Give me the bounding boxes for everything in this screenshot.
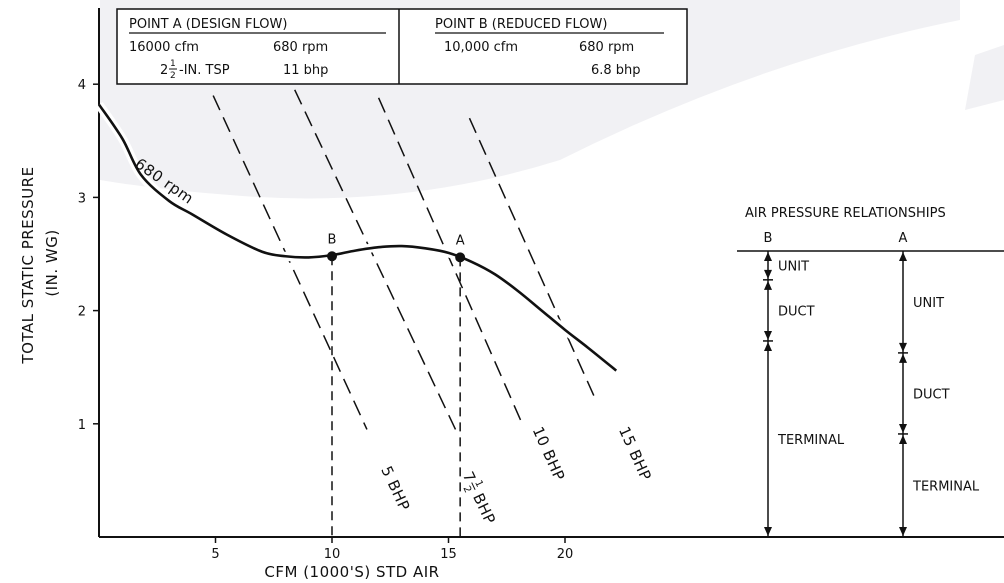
bhp-line [377, 97, 522, 421]
point-b-bhp: 6.8 bhp [591, 63, 641, 78]
arrowhead-up [764, 341, 772, 351]
operating-point-label: A [456, 233, 465, 248]
pressure-column-a: UNIT DUCT TERMINAL [898, 251, 980, 537]
pressure-col-b-label: B [764, 231, 773, 246]
point-a-tsp-unit: -IN. TSP [179, 63, 230, 78]
pressure-title: AIR PRESSURE RELATIONSHIPS [745, 206, 946, 221]
pressure-segment-label: TERMINAL [912, 479, 980, 494]
axes [98, 8, 1004, 538]
operating-point-label: B [328, 232, 337, 247]
bhp-line [294, 89, 457, 430]
point-b-cfm: 10,000 cfm [444, 40, 518, 55]
pressure-segment-label: DUCT [778, 304, 815, 319]
y-axis-subtitle: (IN. WG) [43, 229, 61, 296]
arrowhead-down [899, 527, 907, 536]
arrowhead-up [764, 252, 772, 261]
operating-table: POINT A (DESIGN FLOW) 16000 cfm 680 rpm … [116, 8, 688, 85]
operating-point [455, 252, 466, 263]
pressure-col-a-label: A [899, 231, 908, 246]
arrowhead-up [899, 434, 907, 444]
fan-curve-line [97, 103, 618, 372]
arrowhead-down [899, 423, 907, 433]
bhp-label-num: 1 [472, 479, 485, 489]
y-tick-label: 4 [78, 78, 86, 93]
bhp-line [468, 117, 596, 400]
arrowhead-down [899, 342, 907, 352]
bhp-label: 5 BHP [377, 463, 413, 514]
y-tick-label: 3 [78, 191, 86, 206]
bhp-label-unit: BHP [469, 490, 499, 527]
arrowhead-down [764, 269, 772, 279]
operating-point [327, 251, 337, 262]
point-a-cfm: 16000 cfm [129, 40, 199, 55]
x-tick-label: 20 [557, 547, 574, 562]
arrowhead-up [899, 252, 907, 261]
point-a-tsp-whole: 2 [160, 63, 168, 78]
pressure-column-b: UNIT DUCT TERMINAL [763, 251, 845, 537]
y-tick-label: 1 [78, 418, 86, 433]
y-tick-label: 2 [78, 305, 86, 320]
arrowhead-down [764, 330, 772, 340]
x-tick-label: 5 [211, 547, 219, 562]
arrowhead-up [764, 280, 772, 290]
watermark-block [965, 45, 1004, 110]
bhp-label-bar [471, 482, 476, 490]
point-a-rpm: 680 rpm [273, 40, 328, 55]
pressure-segment-label: UNIT [913, 296, 944, 311]
pressure-segment-label: UNIT [778, 259, 809, 274]
point-a-tsp-num: 1 [170, 59, 176, 69]
x-tick-label: 10 [324, 547, 341, 562]
pressure-relationships: AIR PRESSURE RELATIONSHIPS B A UNIT DUCT T… [737, 206, 1004, 537]
bhp-label-den: 2 [460, 484, 473, 494]
point-a-header: POINT A (DESIGN FLOW) [129, 17, 287, 32]
bhp-label: 10 BHP [529, 424, 569, 484]
point-b-rpm: 680 rpm [579, 40, 634, 55]
pressure-segment-label: TERMINAL [777, 433, 845, 448]
x-axis-title: CFM (1000'S) STD AIR [264, 563, 439, 581]
point-a-tsp-den: 2 [170, 71, 176, 81]
arrowhead-up [899, 353, 907, 363]
pressure-segment-label: DUCT [913, 387, 950, 402]
bhp-line [212, 95, 368, 430]
arrowhead-down [764, 527, 772, 536]
y-axis-title: TOTAL STATIC PRESSURE [19, 166, 37, 364]
point-b-header: POINT B (REDUCED FLOW) [435, 17, 607, 32]
bhp-label: 15 BHP [615, 424, 655, 484]
table-border [116, 8, 688, 85]
point-a-bhp: 11 bhp [283, 63, 328, 78]
x-tick-label: 15 [440, 547, 457, 562]
